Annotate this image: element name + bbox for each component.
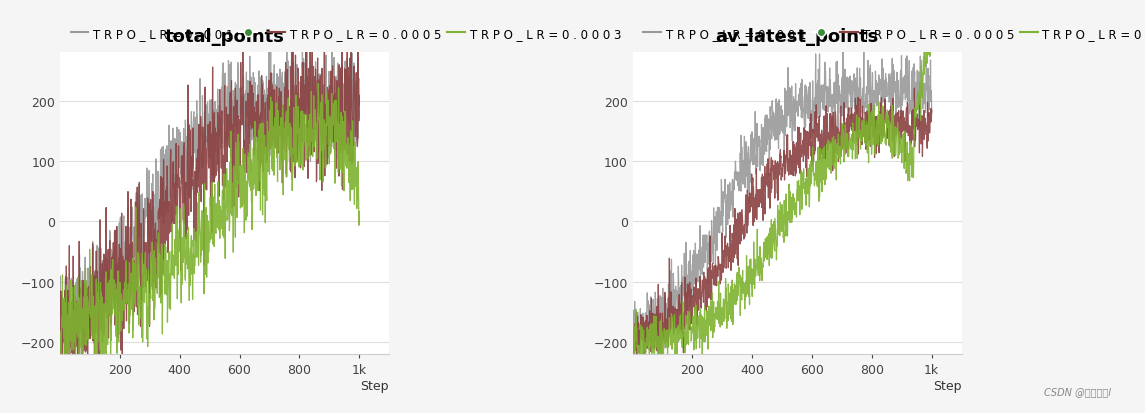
X-axis label: Step: Step xyxy=(933,379,962,392)
Text: CSDN @怡步晓心l: CSDN @怡步晓心l xyxy=(1043,387,1111,396)
Legend: T R P O _ L R = 0 . 0 0 1, , T R P O _ L R = 0 . 0 0 0 5, T R P O _ L R = 0 . 0 : T R P O _ L R = 0 . 0 0 1, , T R P O _ L… xyxy=(639,23,1145,45)
Title: av_latest_points: av_latest_points xyxy=(716,28,878,46)
Legend: T R P O _ L R = 0 . 0 0 1, , T R P O _ L R = 0 . 0 0 0 5, T R P O _ L R = 0 . 0 : T R P O _ L R = 0 . 0 0 1, , T R P O _ L… xyxy=(66,23,626,45)
Title: total_points: total_points xyxy=(165,28,284,46)
X-axis label: Step: Step xyxy=(361,379,389,392)
